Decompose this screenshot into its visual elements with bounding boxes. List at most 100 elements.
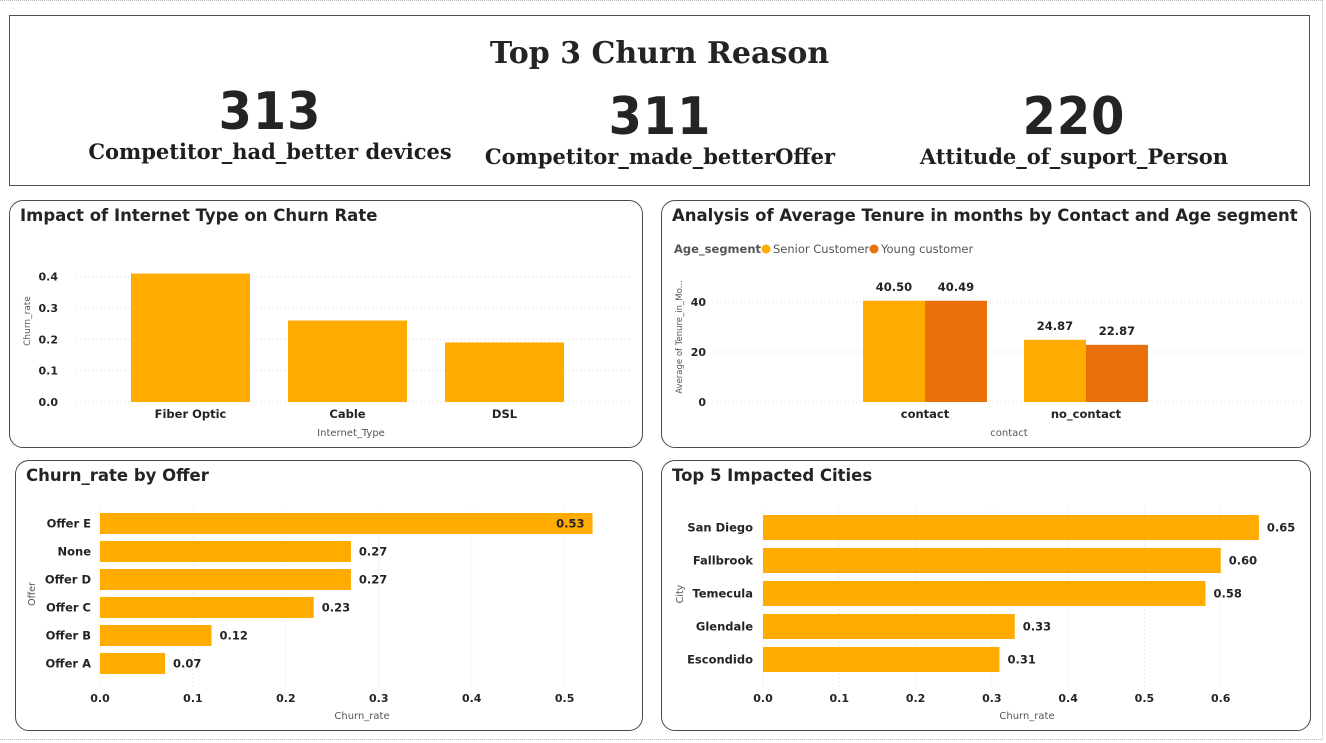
bar <box>1086 344 1148 402</box>
y-axis-title: Churn_rate <box>23 296 33 346</box>
x-axis-title: Churn_rate <box>999 711 1054 722</box>
y-tick-label: 0.4 <box>39 271 59 284</box>
data-label: 0.27 <box>359 573 387 587</box>
x-tick-label: 0.2 <box>276 692 296 705</box>
x-axis-title: contact <box>990 428 1028 439</box>
bar <box>100 541 351 562</box>
x-tick-label: no_contact <box>1051 407 1122 422</box>
data-label: 0.31 <box>1007 653 1035 667</box>
offer-chart: 0.0 0.1 0.2 0.3 0.4 0.5 Offer E 0.53 None 0.27 Off… <box>27 509 593 722</box>
data-label: 40.50 <box>876 280 912 294</box>
offer-panel[interactable]: Churn_rate by Offer 0.0 0.1 0.2 0.3 0.4 0.5 Of… <box>15 460 643 731</box>
y-tick-label: 40 <box>691 296 707 309</box>
data-label: 0.07 <box>173 657 201 671</box>
data-label: 0.33 <box>1023 620 1051 634</box>
kpi-item-1[interactable]: 313 Competitor_had_better devices <box>62 84 478 164</box>
cities-panel[interactable]: Top 5 Impacted Cities 0.0 0.1 0.2 0.3 0.4 0.5… <box>661 460 1311 731</box>
bar <box>763 515 1259 540</box>
y-tick-label: 0.1 <box>39 365 59 378</box>
bar <box>763 581 1206 606</box>
internet-type-chart: 0.0 0.1 0.2 0.3 0.4 Fiber Optic Cable DSL Intern… <box>23 271 630 439</box>
bar <box>100 569 351 590</box>
y-axis-title: City <box>675 584 686 603</box>
internet-type-panel[interactable]: Impact of Internet Type on Churn Rate 0.… <box>9 200 643 448</box>
x-tick-label: 0.4 <box>1058 692 1078 705</box>
y-tick-label: Escondido <box>687 653 753 667</box>
bar <box>100 597 314 618</box>
x-tick-label: 0.5 <box>1135 692 1155 705</box>
bar <box>445 342 564 402</box>
x-tick-label: 0.5 <box>555 692 575 705</box>
x-tick-label: 0.1 <box>830 692 850 705</box>
y-tick-label: None <box>57 545 91 559</box>
cities-chart: 0.0 0.1 0.2 0.3 0.4 0.5 0.6 San Diego 0.65 Fallbr… <box>675 509 1295 722</box>
x-tick-label: Fiber Optic <box>155 407 227 421</box>
x-tick-label: 0.1 <box>183 692 203 705</box>
x-tick-label: contact <box>901 407 950 421</box>
panel-title: Impact of Internet Type on Churn Rate <box>20 206 378 225</box>
bar <box>763 647 1000 672</box>
y-axis-title: Offer <box>27 582 38 606</box>
legend-label: Young customer <box>880 242 973 256</box>
x-tick-label: 0.0 <box>753 692 773 705</box>
kpi-value: 313 <box>218 82 322 142</box>
legend-title: Age_segment <box>674 242 762 257</box>
x-axis-title: Internet_Type <box>317 428 385 439</box>
bar <box>131 273 250 402</box>
legend-marker <box>761 244 771 254</box>
data-label: 24.87 <box>1037 319 1073 333</box>
bar <box>1024 339 1086 402</box>
y-tick-label: Offer B <box>46 629 91 643</box>
kpi-label: Competitor_had_better devices <box>88 139 452 164</box>
x-axis-title: Churn_rate <box>334 711 389 722</box>
kpi-card-title: Top 3 Churn Reason <box>489 36 830 71</box>
kpi-card: Top 3 Churn Reason 313 Competitor_had_be… <box>9 15 1310 186</box>
kpi-label: Attitude_of_suport_Person <box>919 144 1229 169</box>
data-label: 0.23 <box>322 601 350 615</box>
y-tick-label: Offer D <box>45 573 91 587</box>
kpi-value: 220 <box>1022 87 1126 147</box>
data-label: 0.53 <box>556 517 584 531</box>
y-tick-label: Temecula <box>692 587 753 601</box>
x-tick-label: 0.3 <box>982 692 1002 705</box>
legend-marker <box>869 244 879 254</box>
x-tick-label: 0.2 <box>906 692 926 705</box>
bar <box>100 653 166 674</box>
y-tick-label: 0.2 <box>39 333 59 346</box>
data-label: 0.65 <box>1267 521 1295 535</box>
x-tick-label: DSL <box>492 407 518 421</box>
x-tick-label: Cable <box>329 407 365 421</box>
y-axis-title: Average of Tenure_in_Mo... <box>675 280 685 394</box>
bar <box>288 320 407 402</box>
bar <box>763 548 1221 573</box>
tenure-panel[interactable]: Analysis of Average Tenure in months by … <box>661 200 1311 448</box>
kpi-item-2[interactable]: 311 Competitor_made_betterOffer <box>452 89 868 169</box>
y-tick-label: 0 <box>698 396 706 409</box>
y-tick-label: Glendale <box>696 620 753 634</box>
kpi-value: 311 <box>608 87 712 147</box>
x-tick-label: 0.4 <box>462 692 482 705</box>
data-label: 40.49 <box>938 280 974 294</box>
y-tick-label: Offer C <box>46 601 91 615</box>
data-label: 0.60 <box>1229 554 1257 568</box>
bar <box>863 300 925 402</box>
kpi-label: Competitor_made_betterOffer <box>484 144 836 169</box>
y-tick-label: San Diego <box>687 521 753 535</box>
x-tick-label: 0.0 <box>90 692 110 705</box>
y-tick-label: Offer A <box>46 657 92 671</box>
y-tick-label: 20 <box>691 346 707 359</box>
data-label: 0.27 <box>359 545 387 559</box>
x-tick-label: 0.6 <box>1211 692 1231 705</box>
data-label: 22.87 <box>1099 324 1135 338</box>
y-tick-label: 0.3 <box>39 302 59 315</box>
bar <box>925 300 987 402</box>
y-tick-label: Offer E <box>47 517 92 531</box>
tenure-chart: Age_segment Senior Customer Young customer… <box>674 242 1302 439</box>
legend-label: Senior Customer <box>773 242 869 256</box>
kpi-item-3[interactable]: 220 Attitude_of_suport_Person <box>866 89 1282 169</box>
panel-title: Top 5 Impacted Cities <box>672 466 873 485</box>
panel-title: Analysis of Average Tenure in months by … <box>672 206 1298 225</box>
bar <box>100 513 593 534</box>
panel-title: Churn_rate by Offer <box>26 466 209 485</box>
